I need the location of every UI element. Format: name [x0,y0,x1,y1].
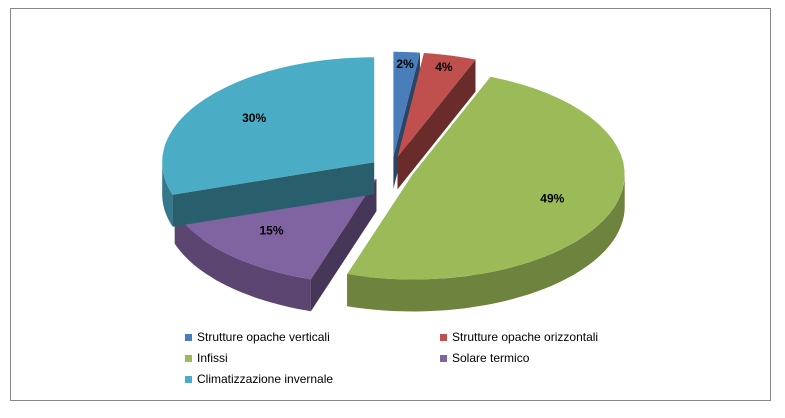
legend-label: Solare termico [452,351,530,365]
slice [397,53,476,190]
legend-label: Climatizzazione invernale [197,372,333,386]
legend-swatch [440,334,447,341]
slice-side [162,162,173,227]
slice-cut [172,162,375,227]
legend-swatch [185,355,192,362]
slice-top [393,51,420,157]
chart-frame [10,8,771,401]
slice-side [347,174,625,312]
slice-top [347,76,625,280]
legend-swatch [185,334,192,341]
data-label: 15% [259,223,283,237]
data-label: 30% [242,111,266,125]
slice-top [397,53,476,158]
slice-side [174,211,311,312]
slice [162,57,375,227]
legend-label: Infissi [197,351,228,365]
data-label: 2% [396,57,414,71]
slice-top [162,57,375,195]
slice [347,76,625,312]
data-label: 49% [540,192,564,206]
legend-swatch [440,355,447,362]
legend-swatch [185,376,192,383]
legend-label: Strutture opache verticali [197,330,330,344]
slice-cut [397,59,476,190]
data-label: 4% [435,60,453,74]
legend-label: Strutture opache orizzontali [452,330,598,344]
